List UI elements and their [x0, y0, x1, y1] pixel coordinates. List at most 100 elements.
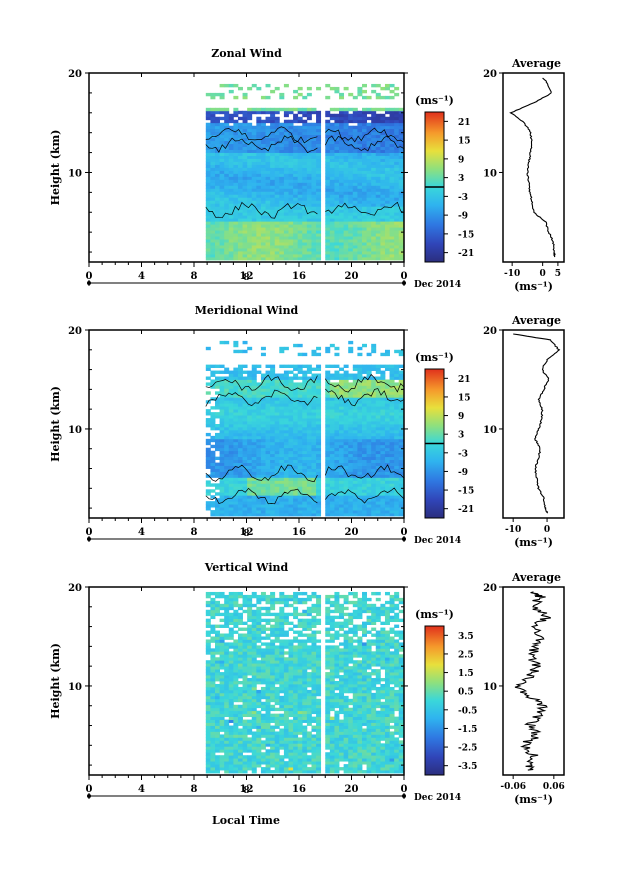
- heatmap-cell: [362, 251, 367, 255]
- heatmap-cell: [311, 254, 317, 258]
- heatmap-cell: [224, 707, 230, 712]
- heatmap-cell: [371, 113, 377, 118]
- heatmap-cell: [389, 203, 395, 207]
- heatmap-cell: [228, 654, 234, 658]
- heatmap-cell: [251, 155, 257, 159]
- heatmap-cell: [274, 173, 280, 177]
- heatmap-cell: [247, 453, 253, 458]
- heatmap-cell: [260, 352, 266, 357]
- heatmap-cell: [265, 149, 271, 153]
- heatmap-cell: [389, 125, 395, 130]
- heatmap-cell: [247, 233, 253, 237]
- heatmap-cell: [215, 758, 220, 762]
- heatmap-cell: [316, 110, 322, 115]
- heatmap-cell: [302, 444, 308, 449]
- heatmap-cell: [311, 510, 317, 514]
- heatmap-cell: [228, 239, 234, 243]
- heatmap-cell: [389, 421, 395, 425]
- heatmap-cell: [316, 346, 322, 351]
- heatmap-cell: [375, 152, 381, 156]
- heatmap-cell: [302, 257, 308, 261]
- heatmap-cell: [398, 388, 404, 392]
- heatmap-cell: [260, 197, 266, 201]
- heatmap-cell: [297, 382, 303, 386]
- heatmap-cell: [394, 370, 400, 374]
- heatmap-cell: [325, 203, 331, 207]
- heatmap-cell: [371, 170, 377, 174]
- heatmap-cell: [224, 492, 230, 496]
- heatmap-cell: [210, 435, 216, 440]
- heatmap-cell: [251, 251, 257, 255]
- heatmap-cell: [371, 167, 377, 171]
- heatmap-cell: [205, 465, 211, 469]
- heatmap-cell: [288, 453, 294, 458]
- heatmap-cell: [265, 155, 271, 159]
- heatmap-cell: [371, 233, 377, 237]
- heatmap-cell: [329, 421, 335, 425]
- heatmap-cell: [384, 176, 390, 180]
- heatmap-cell: [366, 221, 372, 225]
- heatmap-cell: [325, 185, 331, 189]
- heatmap-cell: [251, 254, 257, 258]
- heatmap-cell: [205, 666, 211, 670]
- heatmap-cell: [329, 197, 335, 201]
- heatmap-cell: [311, 179, 317, 183]
- heatmap-cell: [306, 248, 312, 252]
- heatmap-cell: [242, 182, 248, 186]
- heatmap-cell: [343, 137, 349, 142]
- heatmap-cell: [219, 767, 225, 771]
- heatmap-cell: [352, 134, 358, 139]
- heatmap-cell: [251, 146, 257, 150]
- heatmap-cell: [279, 194, 285, 198]
- heatmap-cell: [348, 477, 354, 481]
- heatmap-cell: [265, 227, 271, 231]
- heatmap-cell: [329, 176, 335, 180]
- heatmap-cell: [380, 513, 386, 517]
- heatmap-cell: [352, 498, 358, 502]
- heatmap-cell: [260, 182, 266, 186]
- heatmap-cell: [297, 388, 303, 392]
- heatmap-cell: [293, 221, 299, 225]
- heatmap-cell: [283, 477, 289, 481]
- heatmap-cell: [270, 107, 276, 112]
- heatmap-cell: [352, 468, 358, 472]
- heatmap-cell: [362, 116, 367, 121]
- heatmap-cell: [219, 397, 225, 401]
- heatmap-cell: [325, 471, 331, 475]
- heatmap-cell: [339, 459, 345, 463]
- heatmap-cell: [302, 465, 308, 469]
- heatmap-cell: [237, 456, 243, 461]
- heatmap-cell: [283, 113, 289, 118]
- heatmap-cell: [339, 176, 345, 180]
- heatmap-cell: [394, 242, 400, 246]
- heatmap-cell: [247, 170, 253, 174]
- heatmap-cell: [205, 743, 211, 747]
- heatmap-cell: [288, 167, 294, 171]
- heatmap-cell: [265, 203, 271, 207]
- heatmap-cell: [233, 612, 239, 617]
- heatmap-cell: [237, 672, 243, 676]
- heatmap-cell: [380, 507, 386, 511]
- heatmap-cell: [311, 349, 317, 354]
- heatmap-cell: [325, 412, 331, 416]
- heatmap-cell: [334, 456, 340, 461]
- heatmap-cell: [334, 409, 340, 413]
- heatmap-cell: [311, 421, 317, 425]
- heatmap-cell: [210, 230, 216, 234]
- heatmap-cell: [398, 251, 404, 255]
- heatmap-cell: [224, 597, 230, 602]
- heatmap-cell: [210, 722, 216, 726]
- heatmap-cell: [389, 83, 395, 88]
- heatmap-cell: [380, 86, 386, 91]
- heatmap-cell: [274, 456, 280, 461]
- heatmap-cell: [362, 128, 367, 133]
- heatmap-cell: [325, 376, 331, 380]
- heatmap-cell: [256, 194, 262, 198]
- heatmap-cell: [233, 456, 239, 461]
- heatmap-cell: [215, 719, 220, 723]
- heatmap-cell: [283, 444, 289, 449]
- heatmap-cell: [297, 480, 303, 484]
- heatmap-cell: [352, 131, 358, 136]
- heatmap-cell: [357, 471, 363, 475]
- heatmap-cell: [306, 447, 312, 452]
